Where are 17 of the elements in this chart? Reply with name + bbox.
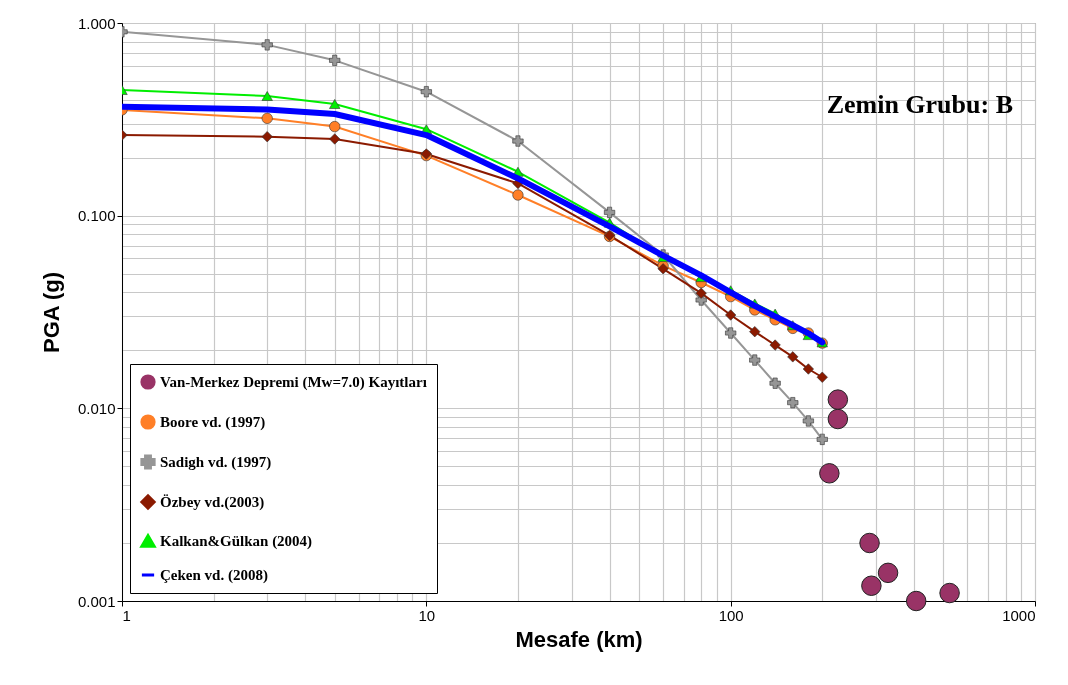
y-tick-label: 0.100 xyxy=(77,207,116,225)
legend-label: Van-Merkez Depremi (Mw=7.0) Kayıtları xyxy=(160,374,427,391)
legend-label: Sadigh vd. (1997) xyxy=(160,454,272,471)
x-tick-label: 1 xyxy=(122,606,131,624)
x-tick-label: 100 xyxy=(718,606,744,624)
x-axis-title: Mesafe (km) xyxy=(515,626,643,652)
annotation: Zemin Grubu: B xyxy=(826,90,1013,119)
x-tick-label: 10 xyxy=(418,606,436,624)
y-tick-label: 0.001 xyxy=(77,592,116,610)
legend-label: Özbey vd.(2003) xyxy=(160,494,265,511)
legend-label: Boore vd. (1997) xyxy=(160,414,266,431)
y-axis-title: PGA (g) xyxy=(38,271,64,354)
x-tick-label: 1000 xyxy=(1002,606,1036,624)
y-tick-label: 1.000 xyxy=(77,14,116,32)
legend-label: Çeken vd. (2008) xyxy=(160,567,268,584)
legend-label: Kalkan&Gülkan (2004) xyxy=(160,533,313,550)
y-tick-label: 0.010 xyxy=(77,399,116,417)
